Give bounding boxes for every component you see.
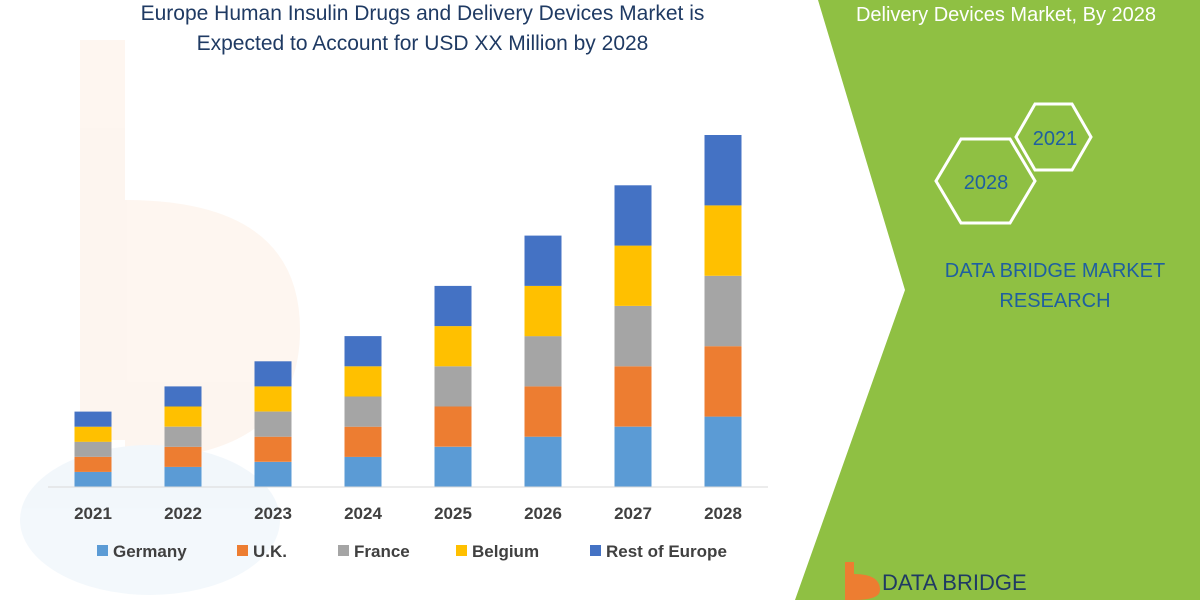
legend-swatch-u-k- xyxy=(237,545,248,556)
legend-swatch-germany xyxy=(97,545,108,556)
x-tick-label-2021: 2021 xyxy=(74,504,112,523)
bar-2026-france xyxy=(524,336,562,387)
badge-year-2028: 2028 xyxy=(964,172,1009,194)
legend-swatch-belgium xyxy=(456,545,467,556)
bar-2027-belgium xyxy=(614,245,652,306)
x-tick-label-2028: 2028 xyxy=(704,504,742,523)
bar-2023-rest-of-europe xyxy=(254,361,292,387)
brand-line-2: RESEARCH xyxy=(999,290,1111,312)
bar-2024-u-k- xyxy=(344,426,382,457)
bar-2021-belgium xyxy=(74,426,112,442)
bar-2021-germany xyxy=(74,471,112,487)
bar-2022-u-k- xyxy=(164,446,202,467)
bar-2021-rest-of-europe xyxy=(74,411,112,427)
x-tick-label-2027: 2027 xyxy=(614,504,652,523)
bar-2026-germany xyxy=(524,436,562,487)
x-tick-label-2025: 2025 xyxy=(434,504,472,523)
bar-2027-france xyxy=(614,306,652,367)
bar-2025-germany xyxy=(434,446,472,487)
x-tick-label-2023: 2023 xyxy=(254,504,292,523)
side-panel-title: Delivery Devices Market, By 2028 xyxy=(855,4,1157,26)
legend-swatch-france xyxy=(338,545,349,556)
badge-year-2021: 2021 xyxy=(1033,128,1078,150)
bar-2028-rest-of-europe xyxy=(704,135,742,206)
x-axis-labels: 2021 2022 2023 2024 2025 2026 2027 2028 xyxy=(74,504,742,523)
bar-2023-belgium xyxy=(254,386,292,412)
bar-2027-rest-of-europe xyxy=(614,185,652,246)
brand-name: DATA BRIDGE MARKET RESEARCH xyxy=(920,256,1190,316)
bar-2027-u-k- xyxy=(614,366,652,427)
bar-2024-germany xyxy=(344,456,382,487)
legend-label-germany: Germany xyxy=(113,542,187,561)
bar-2022-belgium xyxy=(164,406,202,427)
bar-2025-rest-of-europe xyxy=(434,285,472,327)
brand-logo-text: DATA BRIDGE xyxy=(882,570,1027,595)
bar-2025-belgium xyxy=(434,326,472,367)
bar-2027-germany xyxy=(614,426,652,487)
legend-label-u-k-: U.K. xyxy=(253,542,287,561)
bar-2028-france xyxy=(704,275,742,347)
bar-2025-u-k- xyxy=(434,406,472,447)
bar-2022-rest-of-europe xyxy=(164,386,202,407)
bar-2026-belgium xyxy=(524,285,562,337)
legend-label-france: France xyxy=(354,542,410,561)
x-tick-label-2026: 2026 xyxy=(524,504,562,523)
hexagon-badge-2028 xyxy=(934,137,1037,225)
chart-title-line-1: Europe Human Insulin Drugs and Delivery … xyxy=(140,2,705,25)
bar-2024-rest-of-europe xyxy=(344,336,382,367)
brand-line-1: DATA BRIDGE MARKET xyxy=(944,260,1166,282)
bar-2026-rest-of-europe xyxy=(524,235,562,286)
bar-2023-u-k- xyxy=(254,436,292,462)
bar-2023-germany xyxy=(254,461,292,487)
bar-2028-belgium xyxy=(704,205,742,276)
chart-title-line-2: Expected to Account for USD XX Million b… xyxy=(196,32,649,55)
bar-2026-u-k- xyxy=(524,386,562,437)
legend-label-belgium: Belgium xyxy=(472,542,539,561)
bar-2022-france xyxy=(164,426,202,447)
bar-2021-u-k- xyxy=(74,456,112,472)
bar-area xyxy=(74,135,742,487)
brand-logo-mark xyxy=(845,562,880,600)
legend: Germany U.K. France Belgium Rest of Europe xyxy=(97,542,727,561)
bar-2028-u-k- xyxy=(704,346,742,417)
bar-2023-france xyxy=(254,411,292,437)
bar-2028-germany xyxy=(704,416,742,487)
legend-label-rest-of-europe: Rest of Europe xyxy=(606,542,727,561)
bar-2024-belgium xyxy=(344,366,382,397)
x-tick-label-2024: 2024 xyxy=(344,504,382,523)
bar-2024-france xyxy=(344,396,382,427)
bar-2021-france xyxy=(74,441,112,457)
x-tick-label-2022: 2022 xyxy=(164,504,202,523)
green-side-panel xyxy=(795,0,1200,600)
hexagon-badge-2021 xyxy=(1014,102,1093,172)
bar-2025-france xyxy=(434,366,472,407)
legend-swatch-rest-of-europe xyxy=(590,545,601,556)
bar-2022-germany xyxy=(164,466,202,487)
